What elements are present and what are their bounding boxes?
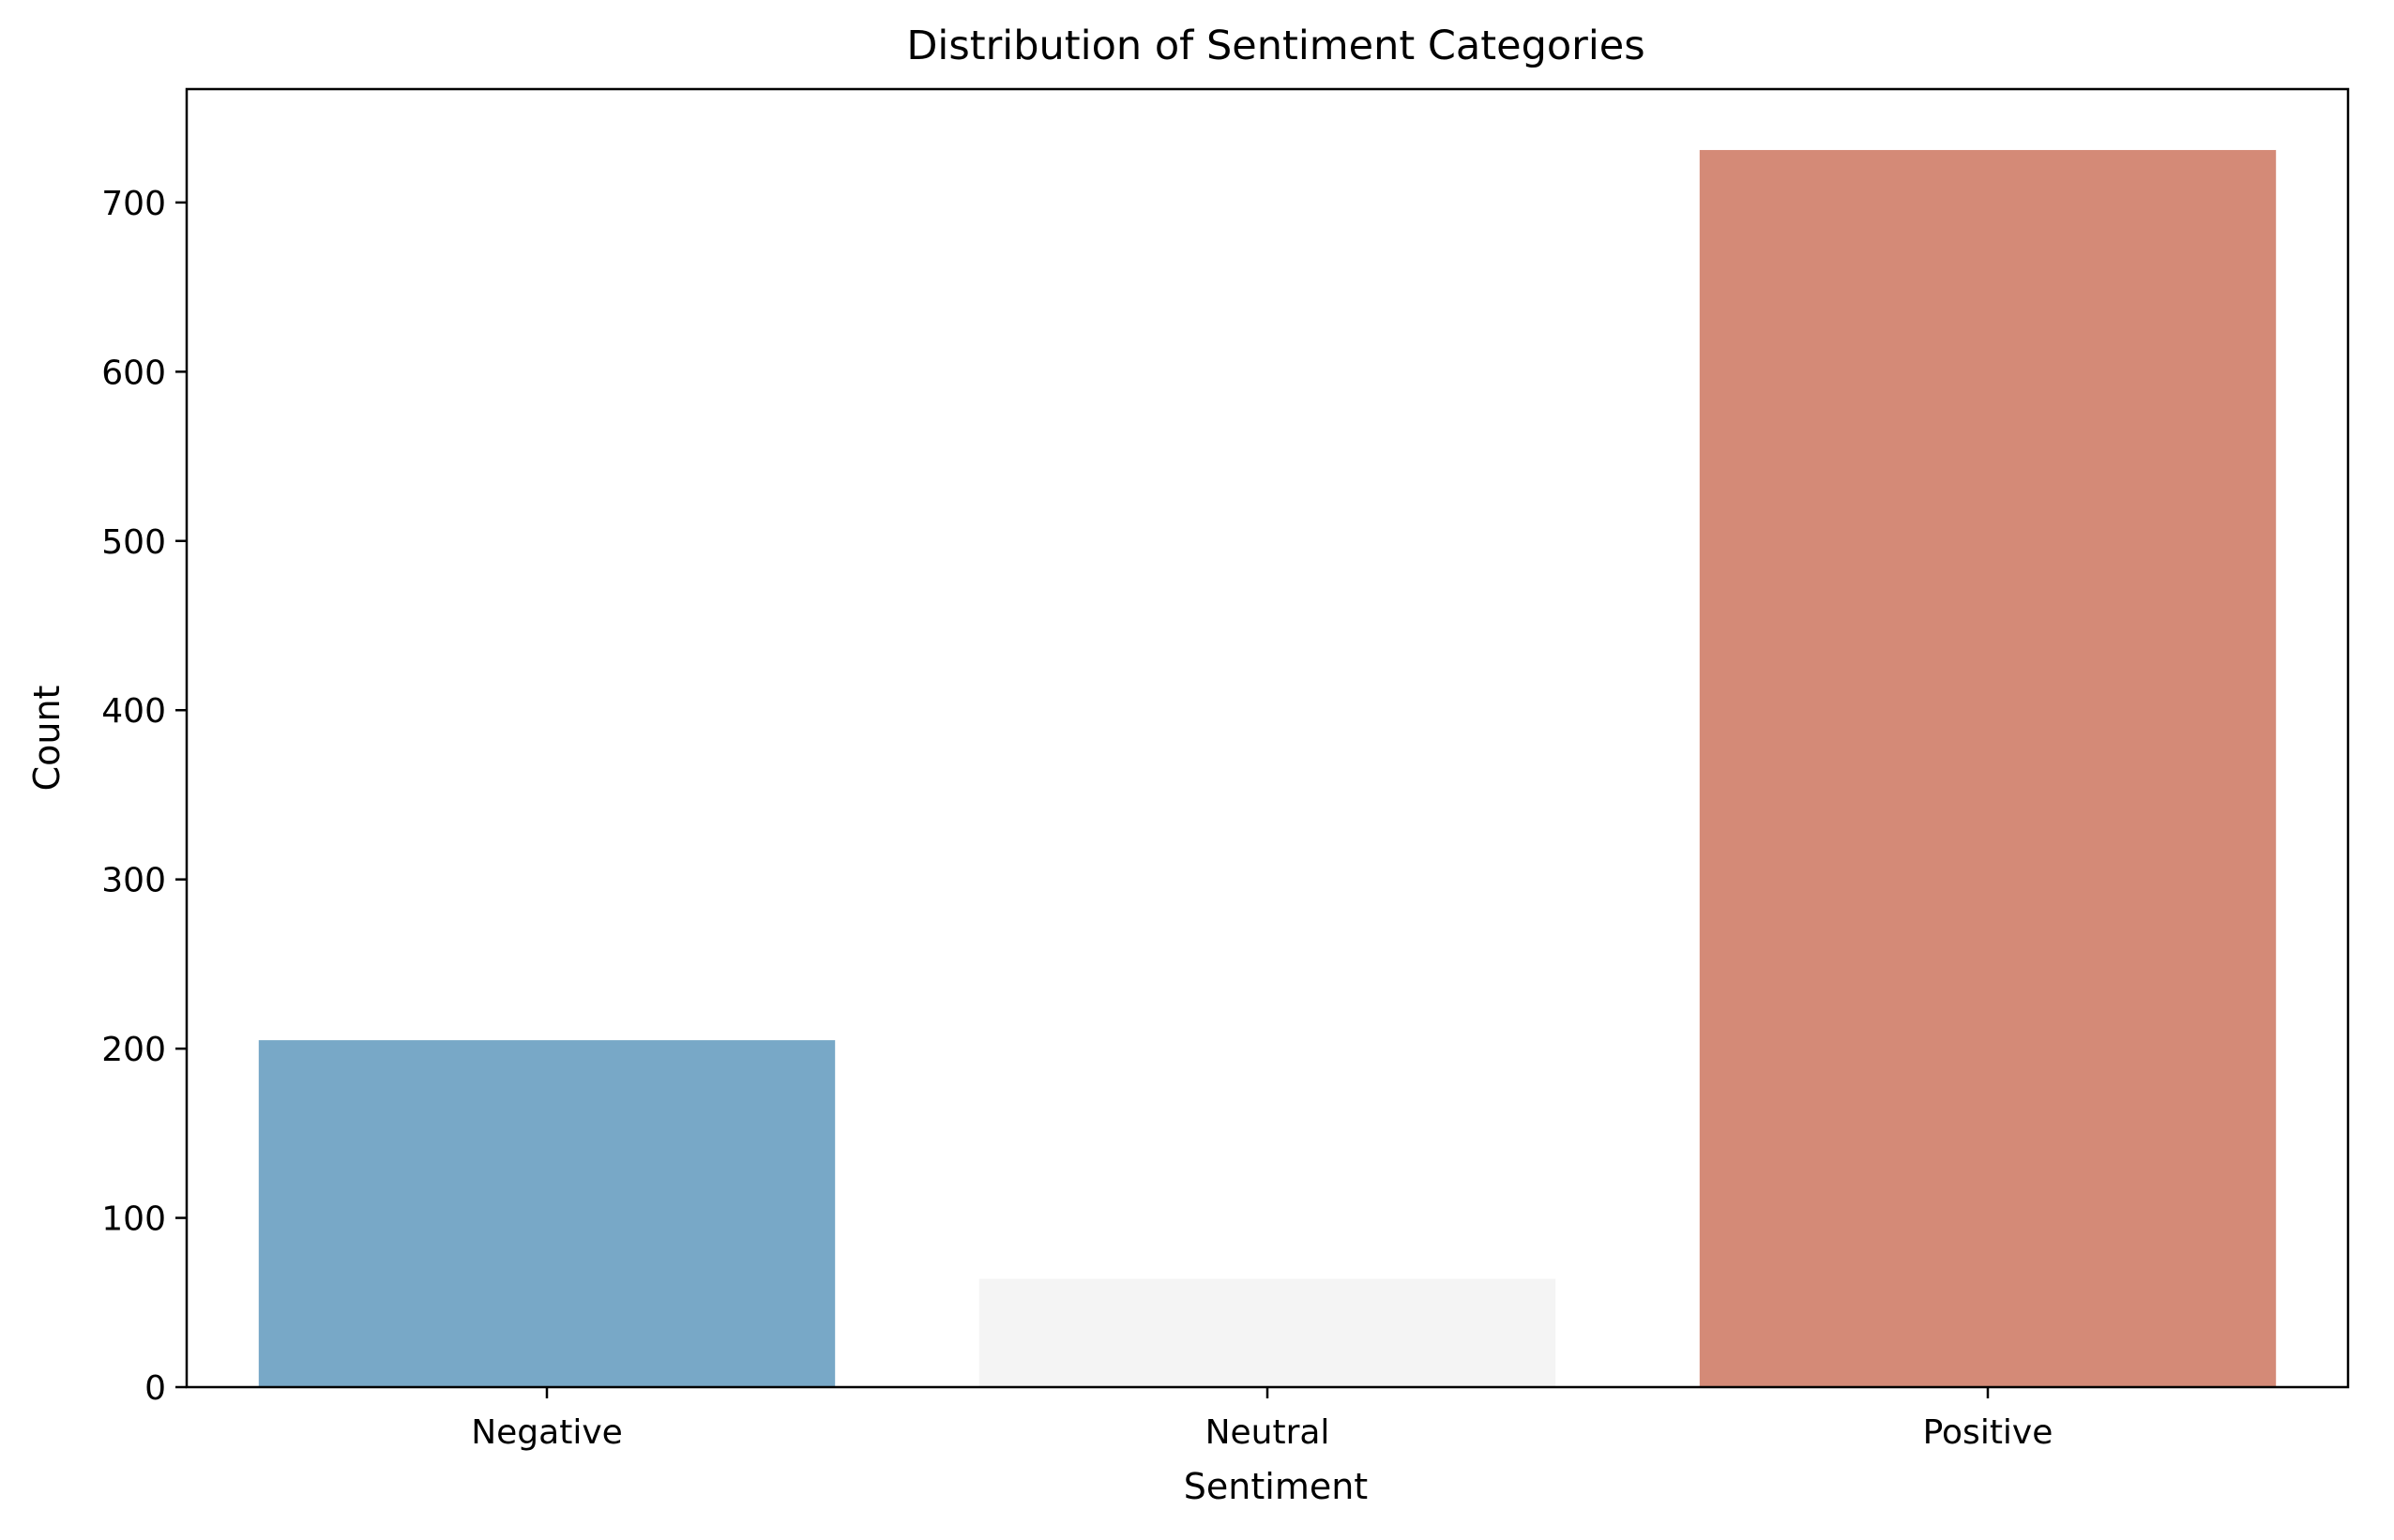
x-tick-label: Neutral: [1205, 1413, 1330, 1452]
bars-layer: [258, 149, 2277, 1388]
y-axis-ticks: 0 100 200 300 400 500 600 700: [101, 185, 187, 1408]
y-tick-label: 0: [144, 1369, 166, 1408]
x-tick-label: Positive: [1923, 1413, 2053, 1452]
y-tick-label: 600: [101, 354, 166, 392]
y-axis-label: Count: [26, 686, 68, 792]
bar-negative: [258, 1040, 836, 1387]
bar-neutral: [978, 1278, 1556, 1387]
x-axis-label: Sentiment: [1184, 1466, 1368, 1507]
bar-positive: [1699, 149, 2277, 1388]
x-axis-ticks: Negative Neutral Positive: [471, 1387, 2053, 1452]
y-tick-label: 300: [101, 862, 166, 900]
chart-title: Distribution of Sentiment Categories: [906, 23, 1644, 69]
y-tick-label: 700: [101, 185, 166, 223]
y-tick-label: 100: [101, 1200, 166, 1239]
y-tick-label: 200: [101, 1031, 166, 1069]
y-tick-label: 500: [101, 523, 166, 562]
x-tick-label: Negative: [471, 1413, 623, 1452]
y-tick-label: 400: [101, 692, 166, 731]
